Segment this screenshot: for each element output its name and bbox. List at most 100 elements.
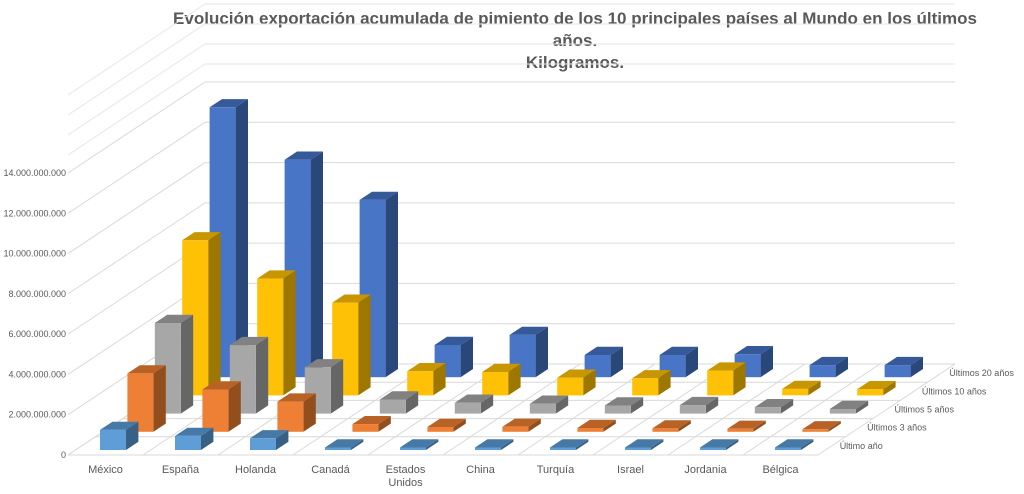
y-tick-label: 2.000.000.000 (8, 410, 66, 420)
bar-ultimos-3-anos-6-side (528, 418, 541, 432)
bar-ultimos-3-anos-3-side (303, 393, 316, 432)
bar-ultimos-3-anos-9 (727, 428, 754, 432)
bar-ultimo-ano-8 (625, 447, 651, 450)
bar-ultimos-3-anos-1-top (127, 365, 166, 374)
depth-series-label: Último año (840, 441, 883, 451)
bar-ultimos-3-anos-5-side (453, 418, 466, 432)
y-tick-label: 0 (61, 450, 66, 460)
bar-ultimos-5-anos-2-top (229, 336, 269, 346)
bar-ultimos-10-anos-4-side (433, 363, 446, 396)
bar-ultimos-10-anos-8-top (707, 362, 746, 371)
bar-ultimos-3-anos-9-side (753, 420, 766, 432)
bar-ultimos-3-anos-9-top (727, 420, 766, 429)
side-gridline (67, 43, 206, 136)
bar-ultimo-ano-7-side (576, 439, 589, 450)
bar-ultimos-10-anos-4-top (407, 363, 446, 372)
bar-ultimos-5-anos-7 (604, 405, 631, 414)
x-category-label: Jordania (684, 464, 727, 476)
bar-ultimos-5-anos-10 (829, 409, 856, 414)
side-gridline (67, 81, 206, 174)
bar-ultimos-3-anos-6 (502, 426, 529, 432)
bar-ultimo-ano-9 (700, 447, 726, 450)
y-tick-label: 12.000.000.000 (3, 208, 66, 218)
bar-ultimos-3-anos-1-side (153, 365, 166, 432)
bar-ultimos-5-anos-3-top (304, 359, 344, 368)
bar-ultimo-ano-8-side (651, 439, 664, 450)
bar-ultimo-ano-3-top (250, 430, 289, 439)
bar-ultimos-5-anos-3-side (330, 359, 344, 414)
bar-ultimos-3-anos-2-side (228, 381, 241, 432)
bar-ultimos-5-anos-8 (679, 405, 706, 414)
depth-series-label: Últimos 20 años (949, 368, 1014, 378)
bar-ultimos-5-anos-6-side (555, 395, 569, 414)
bar-ultimo-ano-3-side (276, 430, 289, 450)
bar-ultimos-10-anos-10 (857, 389, 884, 396)
bar-ultimos-10-anos-3-top (332, 294, 371, 303)
bar-ultimos-20-anos-6-top (584, 346, 623, 355)
bar-ultimos-5-anos-5-top (454, 394, 494, 403)
bar-ultimos-20-anos-3-top (359, 191, 398, 200)
side-gridline (67, 3, 206, 96)
bar-ultimos-3-anos-4-side (378, 416, 391, 432)
bar-ultimos-10-anos-10-top (857, 381, 896, 390)
x-category-label: México (88, 464, 123, 476)
side-gridline (67, 121, 206, 214)
bar-ultimos-5-anos-4-top (379, 391, 419, 400)
bar-ultimo-ano-2 (175, 435, 201, 450)
bar-ultimos-10-anos-7 (632, 378, 659, 396)
bar-ultimos-3-anos-10-top (802, 421, 841, 430)
bar-ultimos-10-anos-10-side (883, 381, 896, 396)
bar-ultimos-20-anos-4-side (460, 336, 473, 378)
bar-ultimos-5-anos-10-side (855, 400, 869, 414)
depth-series-label: Últimos 5 años (895, 405, 955, 415)
floor-line (592, 363, 731, 456)
bar-ultimo-ano-4 (325, 447, 351, 450)
bar-ultimos-3-anos-8-side (678, 420, 691, 432)
bar-ultimos-10-anos-3-side (358, 294, 371, 396)
x-category-label: China (466, 464, 496, 476)
bar-ultimos-5-anos-4 (379, 399, 406, 414)
bar-ultimo-ano-6-top (475, 439, 514, 448)
bar-ultimos-20-anos-3-side (385, 191, 398, 378)
bar-ultimo-ano-9-top (700, 439, 739, 448)
floor-line (517, 363, 656, 456)
bar-ultimos-20-anos-8-top (734, 346, 773, 355)
bar-ultimos-5-anos-1-side (180, 314, 194, 414)
bar-ultimos-10-anos-1-side (208, 232, 221, 396)
side-gridline (67, 23, 206, 116)
bar-ultimos-3-anos-7-side (603, 419, 616, 432)
x-category-label: España (162, 464, 200, 476)
bar-ultimo-ano-9-side (726, 439, 739, 450)
bar-ultimos-20-anos-4-top (434, 336, 473, 345)
bar-ultimo-ano-6 (475, 447, 501, 450)
bar-ultimos-5-anos-9-top (754, 399, 794, 408)
bar-ultimos-5-anos-1-top (154, 314, 194, 323)
bar-ultimos-3-anos-3 (277, 401, 304, 432)
y-tick-label: 8.000.000.000 (8, 289, 66, 299)
bar-ultimo-ano-6-side (501, 439, 514, 450)
bar-ultimos-20-anos-9 (809, 365, 836, 378)
bar-ultimos-10-anos-9-top (782, 380, 821, 389)
bar-ultimo-ano-10 (775, 447, 801, 450)
bar-ultimos-3-anos-4 (352, 424, 379, 432)
bar-ultimos-5-anos-7-top (604, 397, 644, 406)
x-category-label: Israel (617, 464, 644, 476)
bar-ultimos-20-anos-6-side (610, 346, 623, 378)
depth-series-label: Últimos 3 años (867, 423, 927, 433)
bar-ultimos-5-anos-5-side (480, 394, 494, 414)
bar-ultimos-20-anos-10-top (884, 356, 923, 366)
bar-ultimos-20-anos-9-side (835, 356, 848, 378)
floor-line (667, 363, 806, 456)
bar-ultimos-10-anos-5-side (508, 363, 521, 396)
bar-ultimos-5-anos-7-side (630, 397, 644, 414)
bar-ultimos-3-anos-3-top (277, 393, 316, 402)
bar-ultimo-ano-10-top (775, 439, 814, 448)
bar-ultimos-20-anos-10-side (910, 356, 923, 378)
bar-ultimos-10-anos-8-side (733, 362, 746, 396)
bar-ultimos-20-anos-2-side (310, 151, 323, 378)
bar-ultimos-3-anos-7-top (577, 419, 616, 428)
bar-ultimos-5-anos-4-side (405, 391, 419, 414)
bar-ultimo-ano-8-top (625, 439, 664, 448)
bar-ultimos-10-anos-5 (482, 372, 509, 396)
